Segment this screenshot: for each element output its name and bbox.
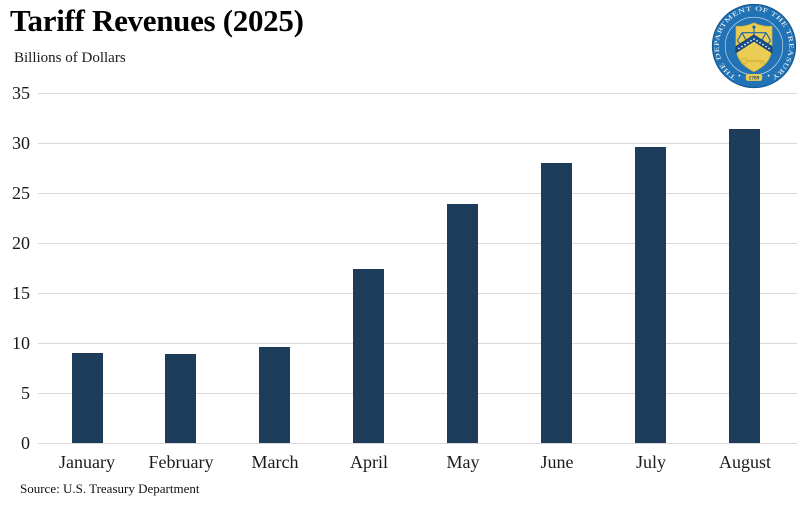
chevron-stars [738,38,770,50]
y-axis-tick-30: 30 [12,133,30,153]
bar-february [165,354,196,443]
ring-dot-right [767,74,770,77]
year-banner [745,73,763,81]
source-note: Source: U.S. Treasury Department [20,481,200,496]
y-axis-tick-15: 15 [12,283,30,303]
gridline-5 [38,393,797,394]
y-axis-tick-5: 5 [21,383,30,403]
bar-may [447,204,478,443]
key-icon [740,57,765,65]
seal-rim [712,4,796,88]
x-axis-label-april: April [350,452,388,472]
y-axis-tick-25: 25 [12,183,30,203]
gridline-25 [38,193,797,194]
page-title: Tariff Revenues (2025) [10,3,304,38]
gridline-35 [38,93,797,94]
x-axis-label-june: June [540,452,574,472]
bar-january [72,353,103,443]
y-axis-tick-0: 0 [21,433,30,453]
x-axis-label-january: January [59,452,115,472]
x-axis-label-march: March [251,452,299,472]
gridline-0 [38,443,797,444]
bar-april [353,269,384,443]
treasury-seal-icon: THE DEPARTMENT OF THE TREASURY [711,3,797,89]
x-axis-label-february: February [148,452,214,472]
bar-march [259,347,290,443]
x-axis-label-august: August [718,452,771,472]
y-axis-tick-20: 20 [12,233,30,253]
treasury-seal-graphic: THE DEPARTMENT OF THE TREASURY [711,3,797,89]
gridline-30 [38,143,797,144]
bar-june [541,163,572,443]
gridline-15 [38,293,797,294]
bar-august [729,129,760,443]
seal-year-text: 1789 [749,75,760,81]
seal-shield [735,22,773,73]
chart-subtitle: Billions of Dollars [14,50,126,66]
bar-july [635,147,666,443]
x-axis-label-july: July [635,452,666,472]
gridline-20 [38,243,797,244]
y-axis-tick-35: 35 [12,83,30,103]
x-axis-label-may: May [446,452,480,472]
y-axis-tick-10: 10 [12,333,30,353]
ring-dot-left [738,74,741,77]
gridline-10 [38,343,797,344]
